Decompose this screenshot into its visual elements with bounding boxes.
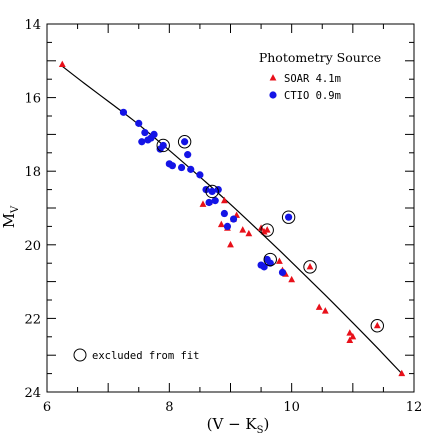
legend-label: CTIO 0.9m — [284, 90, 341, 102]
soar-point — [349, 332, 357, 340]
ctio-point — [205, 198, 213, 207]
y-tick-label: 14 — [24, 18, 41, 33]
y-tick-label: 18 — [24, 165, 41, 180]
soar-point — [199, 200, 207, 207]
ctio-point — [159, 141, 167, 150]
y-tick-label: 16 — [24, 92, 41, 107]
ctio-point — [285, 213, 293, 221]
soar-point — [373, 321, 381, 329]
ctio-point — [119, 108, 128, 116]
soar-point — [227, 240, 234, 248]
plot-area — [46, 23, 415, 393]
soar-point — [217, 220, 225, 228]
x-tick-label: 10 — [283, 400, 300, 415]
ctio-point — [135, 119, 143, 127]
soar-point — [346, 329, 354, 336]
ctio-point — [150, 130, 158, 138]
fit-curve-layer — [61, 65, 403, 375]
ctio-point — [187, 165, 195, 173]
y-axis-title: MV — [0, 205, 21, 228]
soar-point — [398, 369, 406, 377]
data-points-layer — [58, 60, 406, 377]
excluded-note-marker — [73, 348, 87, 362]
x-axis-title: (V − KS) — [207, 415, 270, 436]
legend: Photometry Source SOAR 4.1m CTIO 0.9m — [259, 50, 381, 102]
soar-point — [288, 275, 296, 283]
ctio-point — [177, 163, 186, 172]
y-tick-label: 20 — [24, 239, 41, 254]
legend-label: SOAR 4.1m — [284, 73, 341, 85]
x-axis-title-main: (V − K — [207, 415, 258, 433]
excluded-ring — [281, 210, 296, 224]
excluded-ring — [205, 184, 219, 199]
x-tick-label: 12 — [406, 400, 423, 415]
excluded-markers-layer — [156, 135, 384, 333]
excluded-ring — [303, 260, 317, 274]
ctio-point — [141, 128, 149, 137]
y-tick-label: 22 — [24, 312, 41, 327]
ctio-point — [138, 138, 146, 146]
soar-point — [276, 257, 283, 264]
excluded-note-label: excluded from fit — [92, 350, 199, 362]
ctio-point — [196, 171, 204, 179]
soar-point — [321, 307, 329, 314]
excluded-ring — [370, 319, 384, 333]
excluded-ring — [263, 252, 277, 267]
legend-marker — [269, 74, 277, 81]
soar-point — [58, 60, 66, 68]
fit-curve — [61, 65, 403, 375]
excluded-ring — [156, 138, 170, 153]
x-tick-label: 8 — [165, 400, 173, 415]
ctio-point — [168, 162, 176, 170]
ctio-point — [260, 263, 268, 271]
ctio-point — [181, 138, 189, 146]
legend-title: Photometry Source — [259, 50, 381, 65]
axis-ticks-layer: 6 8 10 12 14 16 18 20 22 24 — [24, 18, 422, 415]
ctio-point — [184, 151, 192, 159]
soar-point — [220, 196, 228, 204]
x-tick-label: 6 — [43, 400, 51, 415]
ctio-point — [223, 222, 232, 230]
ctio-point — [229, 215, 238, 223]
soar-point — [245, 229, 253, 237]
soar-point — [260, 228, 268, 235]
soar-point — [315, 303, 323, 310]
excluded-ring — [177, 135, 192, 149]
ctio-point — [211, 197, 219, 205]
soar-point — [263, 226, 271, 233]
excluded-ring — [260, 223, 274, 237]
soar-point — [239, 226, 247, 233]
ctio-point — [220, 209, 228, 218]
x-axis-title-sub: S — [257, 425, 264, 436]
y-axis-title-main: M — [0, 213, 18, 228]
plot-frame — [46, 23, 415, 393]
soar-point — [346, 336, 354, 344]
x-axis-title-close: ) — [264, 415, 270, 433]
legend-entries: SOAR 4.1m CTIO 0.9m — [269, 73, 341, 102]
y-tick-label: 24 — [24, 386, 41, 401]
ctio-point — [208, 187, 216, 196]
excluded-note: excluded from fit — [73, 348, 199, 362]
soar-point — [306, 262, 314, 270]
ctio-point — [278, 268, 287, 276]
y-axis-title-sub: V — [10, 205, 21, 214]
legend-marker — [269, 91, 277, 99]
